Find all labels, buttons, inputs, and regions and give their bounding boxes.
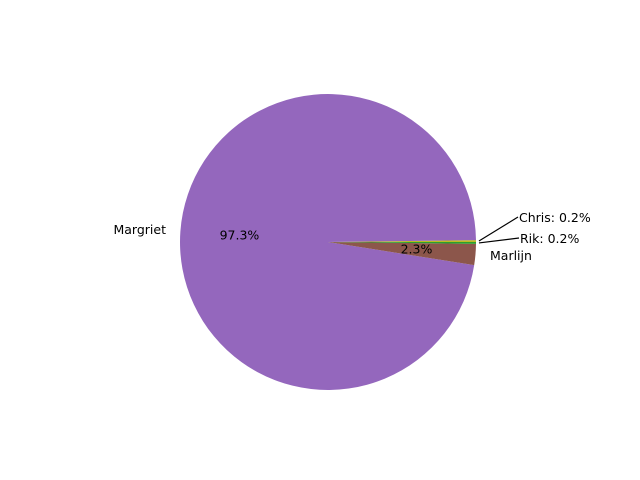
pie-slice-chris bbox=[328, 240, 476, 242]
pie-pct-label-margriet: 97.3% bbox=[220, 228, 260, 243]
pie-outer-label-rik: Rik: 0.2% bbox=[520, 231, 579, 246]
pie-slice-marlijn bbox=[328, 242, 476, 266]
callout-lines bbox=[478, 216, 520, 244]
pie-outer-label-marlijn: Marlijn bbox=[490, 248, 532, 263]
pie-slices bbox=[180, 93, 476, 390]
pie-outer-label-chris: Chris: 0.2% bbox=[519, 210, 591, 225]
pie-outer-label-margriet: Margriet bbox=[113, 222, 166, 237]
pie-slice-rik bbox=[328, 242, 476, 244]
callout-line-chris bbox=[478, 216, 519, 242]
pie-slice-margriet bbox=[180, 93, 476, 390]
pie-labels: Chris: 0.2% 97.3% Margriet 2.3% Marlijn Rik: … bbox=[113, 210, 590, 263]
callout-line-rik bbox=[478, 237, 520, 244]
pie-pct-label-marlijn: 2.3% bbox=[401, 242, 433, 257]
